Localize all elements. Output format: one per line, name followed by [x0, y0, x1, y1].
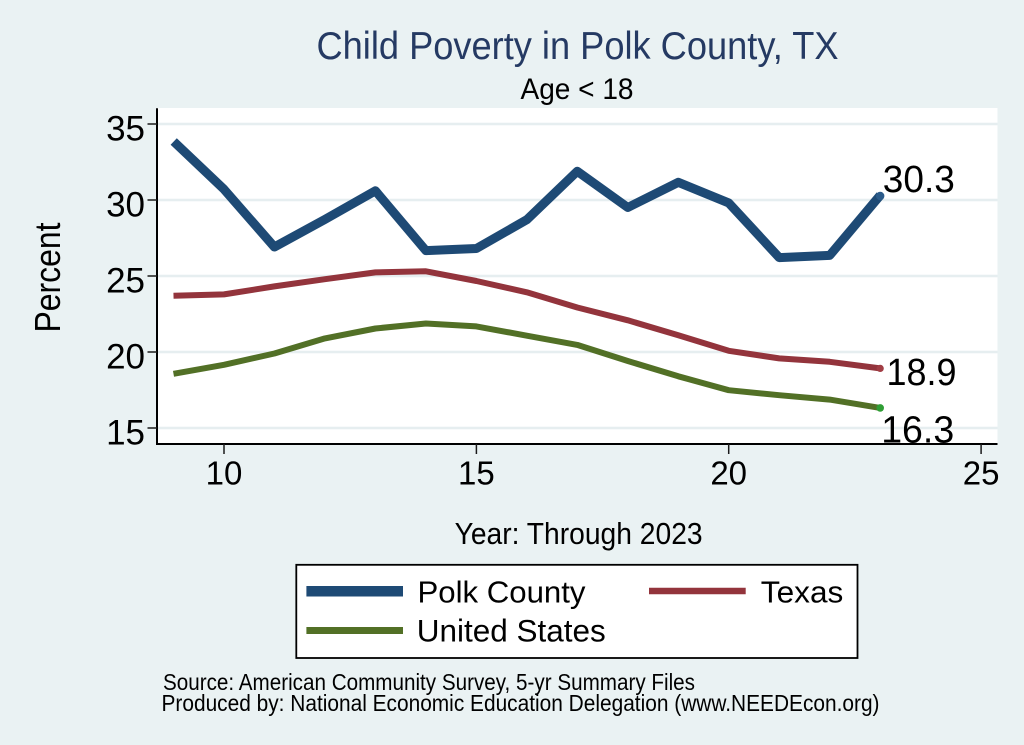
svg-text:15: 15: [458, 455, 495, 492]
svg-text:Age < 18: Age < 18: [521, 73, 634, 106]
svg-text:Percent: Percent: [27, 223, 68, 333]
svg-text:Child Poverty in Polk County,: Child Poverty in Polk County, TX: [317, 25, 839, 68]
svg-text:Year: Through 2023: Year: Through 2023: [455, 516, 703, 551]
svg-text:Source: American Community Sur: Source: American Community Survey, 5-yr …: [163, 669, 695, 695]
svg-text:Polk County: Polk County: [418, 575, 587, 610]
svg-text:20: 20: [710, 455, 747, 492]
svg-text:25: 25: [963, 455, 1000, 492]
svg-text:18.9: 18.9: [887, 352, 957, 394]
svg-text:35: 35: [106, 110, 145, 149]
svg-text:15: 15: [106, 414, 145, 453]
svg-text:20: 20: [106, 338, 145, 377]
svg-text:Produced by: National Economic: Produced by: National Economic Education…: [162, 690, 880, 716]
svg-text:16.3: 16.3: [881, 410, 954, 452]
svg-text:30.3: 30.3: [883, 159, 955, 201]
svg-text:Texas: Texas: [761, 575, 844, 610]
svg-text:25: 25: [106, 262, 145, 301]
svg-text:United States: United States: [417, 612, 606, 648]
svg-text:10: 10: [206, 455, 243, 492]
svg-text:30: 30: [106, 186, 145, 225]
